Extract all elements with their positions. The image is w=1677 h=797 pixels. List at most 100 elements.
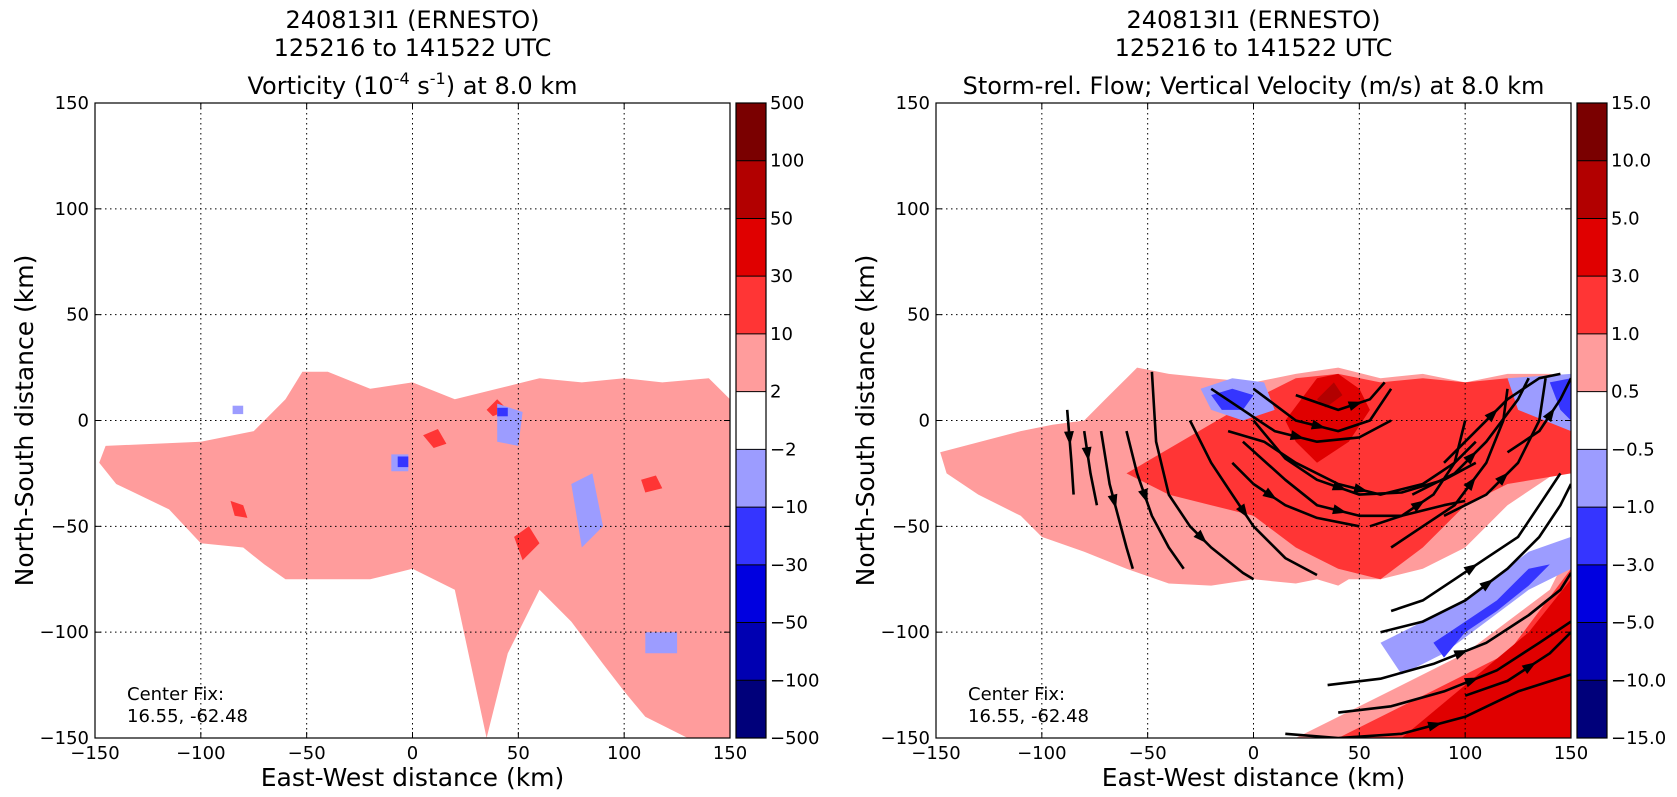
streamline: [1443, 372, 1561, 464]
y-tick-label: −50: [892, 516, 930, 537]
center-fix-value: 16.55, -62.48: [968, 706, 1089, 727]
colorbar-tick-label: −100: [770, 670, 819, 691]
colorbar-tick-label: 10.0: [1611, 151, 1651, 172]
x-tick-label: −150: [70, 743, 119, 764]
chart-title-line-1: 240813I1 (ERNESTO): [285, 6, 539, 34]
y-tick-label: 0: [919, 411, 930, 432]
x-tick-label: −100: [176, 743, 225, 764]
colorbar-tick-label: 3.0: [1611, 266, 1640, 287]
y-tick-label: 50: [907, 305, 930, 326]
colorbar-band: [736, 276, 766, 334]
streamline-arrow: [1427, 721, 1443, 732]
colorbar-band: [736, 507, 766, 565]
axis-ticks: −150 −100 −50 0 50 100 150 −150 −100 −50 0 50 100 150: [40, 93, 748, 764]
streamline: [1380, 483, 1571, 634]
colorbar-tick-label: 100: [770, 151, 804, 172]
field-region: [230, 500, 248, 518]
x-tick-label: 0: [1248, 743, 1259, 764]
panel-2: −150 −100 −50 0 50 100 150 −150 −100 −50 0 50 100 150…: [851, 6, 1666, 792]
y-axis-label: North-South distance (km): [10, 255, 39, 587]
x-tick-label: 50: [1348, 743, 1371, 764]
streamline: [1231, 461, 1360, 528]
streamline-arrow: [1138, 488, 1148, 504]
x-tick-label: 150: [713, 743, 747, 764]
streamline: [1242, 440, 1466, 518]
field-region: [641, 475, 663, 493]
y-tick-label: −50: [51, 516, 89, 537]
colorbar-tick-label: −10: [770, 497, 808, 518]
colorbar-band: [1577, 276, 1607, 334]
field-layer: [99, 371, 730, 738]
streamline-arrow: [1347, 401, 1363, 411]
streamline-arrow: [1542, 407, 1555, 423]
streamline-arrow: [1236, 503, 1248, 518]
y-axis-label: North-South distance (km): [851, 255, 880, 587]
x-tick-label: −100: [1017, 743, 1066, 764]
field-region: [99, 371, 730, 738]
field-region: [514, 526, 540, 561]
x-tick-label: −50: [288, 743, 326, 764]
title-text: s: [410, 72, 430, 100]
colorbar-tick-label: 10: [770, 324, 793, 345]
colorbar-tick-label: 50: [770, 208, 793, 229]
y-tick-label: 0: [78, 411, 89, 432]
colorbar-band: [1577, 333, 1607, 392]
streamline: [1443, 378, 1547, 517]
axis-ticks: −150 −100 −50 0 50 100 150 −150 −100 −50 0 50 100 150: [881, 93, 1589, 764]
streamline-arrow: [1262, 487, 1277, 500]
colorbar-tick-label: −0.5: [1611, 439, 1655, 460]
streamline-arrow: [1484, 408, 1498, 423]
streamline-arrow: [1453, 650, 1469, 660]
streamline-arrow: [1332, 504, 1347, 515]
center-fix-label: Center Fix:: [968, 684, 1065, 705]
title-text: Storm-rel. Flow; Vertical Velocity (m/s)…: [963, 72, 1545, 100]
y-tick-label: −150: [40, 728, 89, 749]
colorbar-band: [1577, 564, 1607, 623]
colorbar-band: [736, 333, 766, 392]
title-text: Vorticity (10: [247, 72, 393, 100]
colorbar-band: [1577, 622, 1607, 681]
streamline-arrow: [1463, 476, 1476, 491]
streamline-arrow: [1107, 493, 1118, 509]
field-region: [645, 632, 678, 654]
colorbar-band: [736, 391, 766, 450]
field-region: [1401, 579, 1571, 738]
title-superscript: -1: [430, 69, 446, 88]
title-text: ) at 8.0 km: [446, 72, 578, 100]
streamline: [1082, 430, 1099, 506]
colorbar-frame: [1576, 102, 1608, 739]
field-region: [397, 456, 409, 468]
field-region: [497, 407, 508, 417]
x-tick-label: −150: [911, 743, 960, 764]
colorbar-band: [736, 160, 766, 219]
field-region: [571, 473, 603, 548]
streamline-arrow: [1064, 431, 1074, 446]
title-superscript: -4: [394, 69, 410, 88]
chart-title-line-3: Vorticity (10-4 s-1) at 8.0 km: [247, 69, 577, 100]
field-region: [1380, 536, 1571, 675]
chart-title-line-2: 125216 to 141522 UTC: [1115, 34, 1393, 62]
field-region: [423, 429, 447, 448]
chart-title-line-1: 240813I1 (ERNESTO): [1126, 6, 1380, 34]
streamline-arrow: [1495, 472, 1509, 486]
colorbar-band: [1577, 391, 1607, 450]
colorbar: 500 100 50 30 10 2 −2 −10 −30 −50 −100 −500: [735, 93, 819, 749]
colorbar-tick-label: −15.0: [1611, 728, 1666, 749]
center-fix-label: Center Fix:: [127, 684, 224, 705]
x-axis-label: East-West distance (km): [1102, 763, 1406, 792]
colorbar-band: [736, 103, 766, 161]
streamline: [1125, 430, 1185, 570]
streamline-arrow: [1353, 483, 1369, 493]
x-tick-label: 150: [1554, 743, 1588, 764]
grid: [936, 103, 1571, 738]
colorbar-band: [1577, 507, 1607, 565]
colorbar-tick-label: −5.0: [1611, 613, 1655, 634]
streamline-arrow: [1521, 662, 1537, 674]
field-region: [1126, 373, 1571, 580]
field-region: [232, 405, 244, 415]
chart-title-line-3: Storm-rel. Flow; Vertical Velocity (m/s)…: [963, 72, 1545, 100]
streamline: [1099, 430, 1135, 570]
colorbar-band: [1577, 680, 1607, 738]
